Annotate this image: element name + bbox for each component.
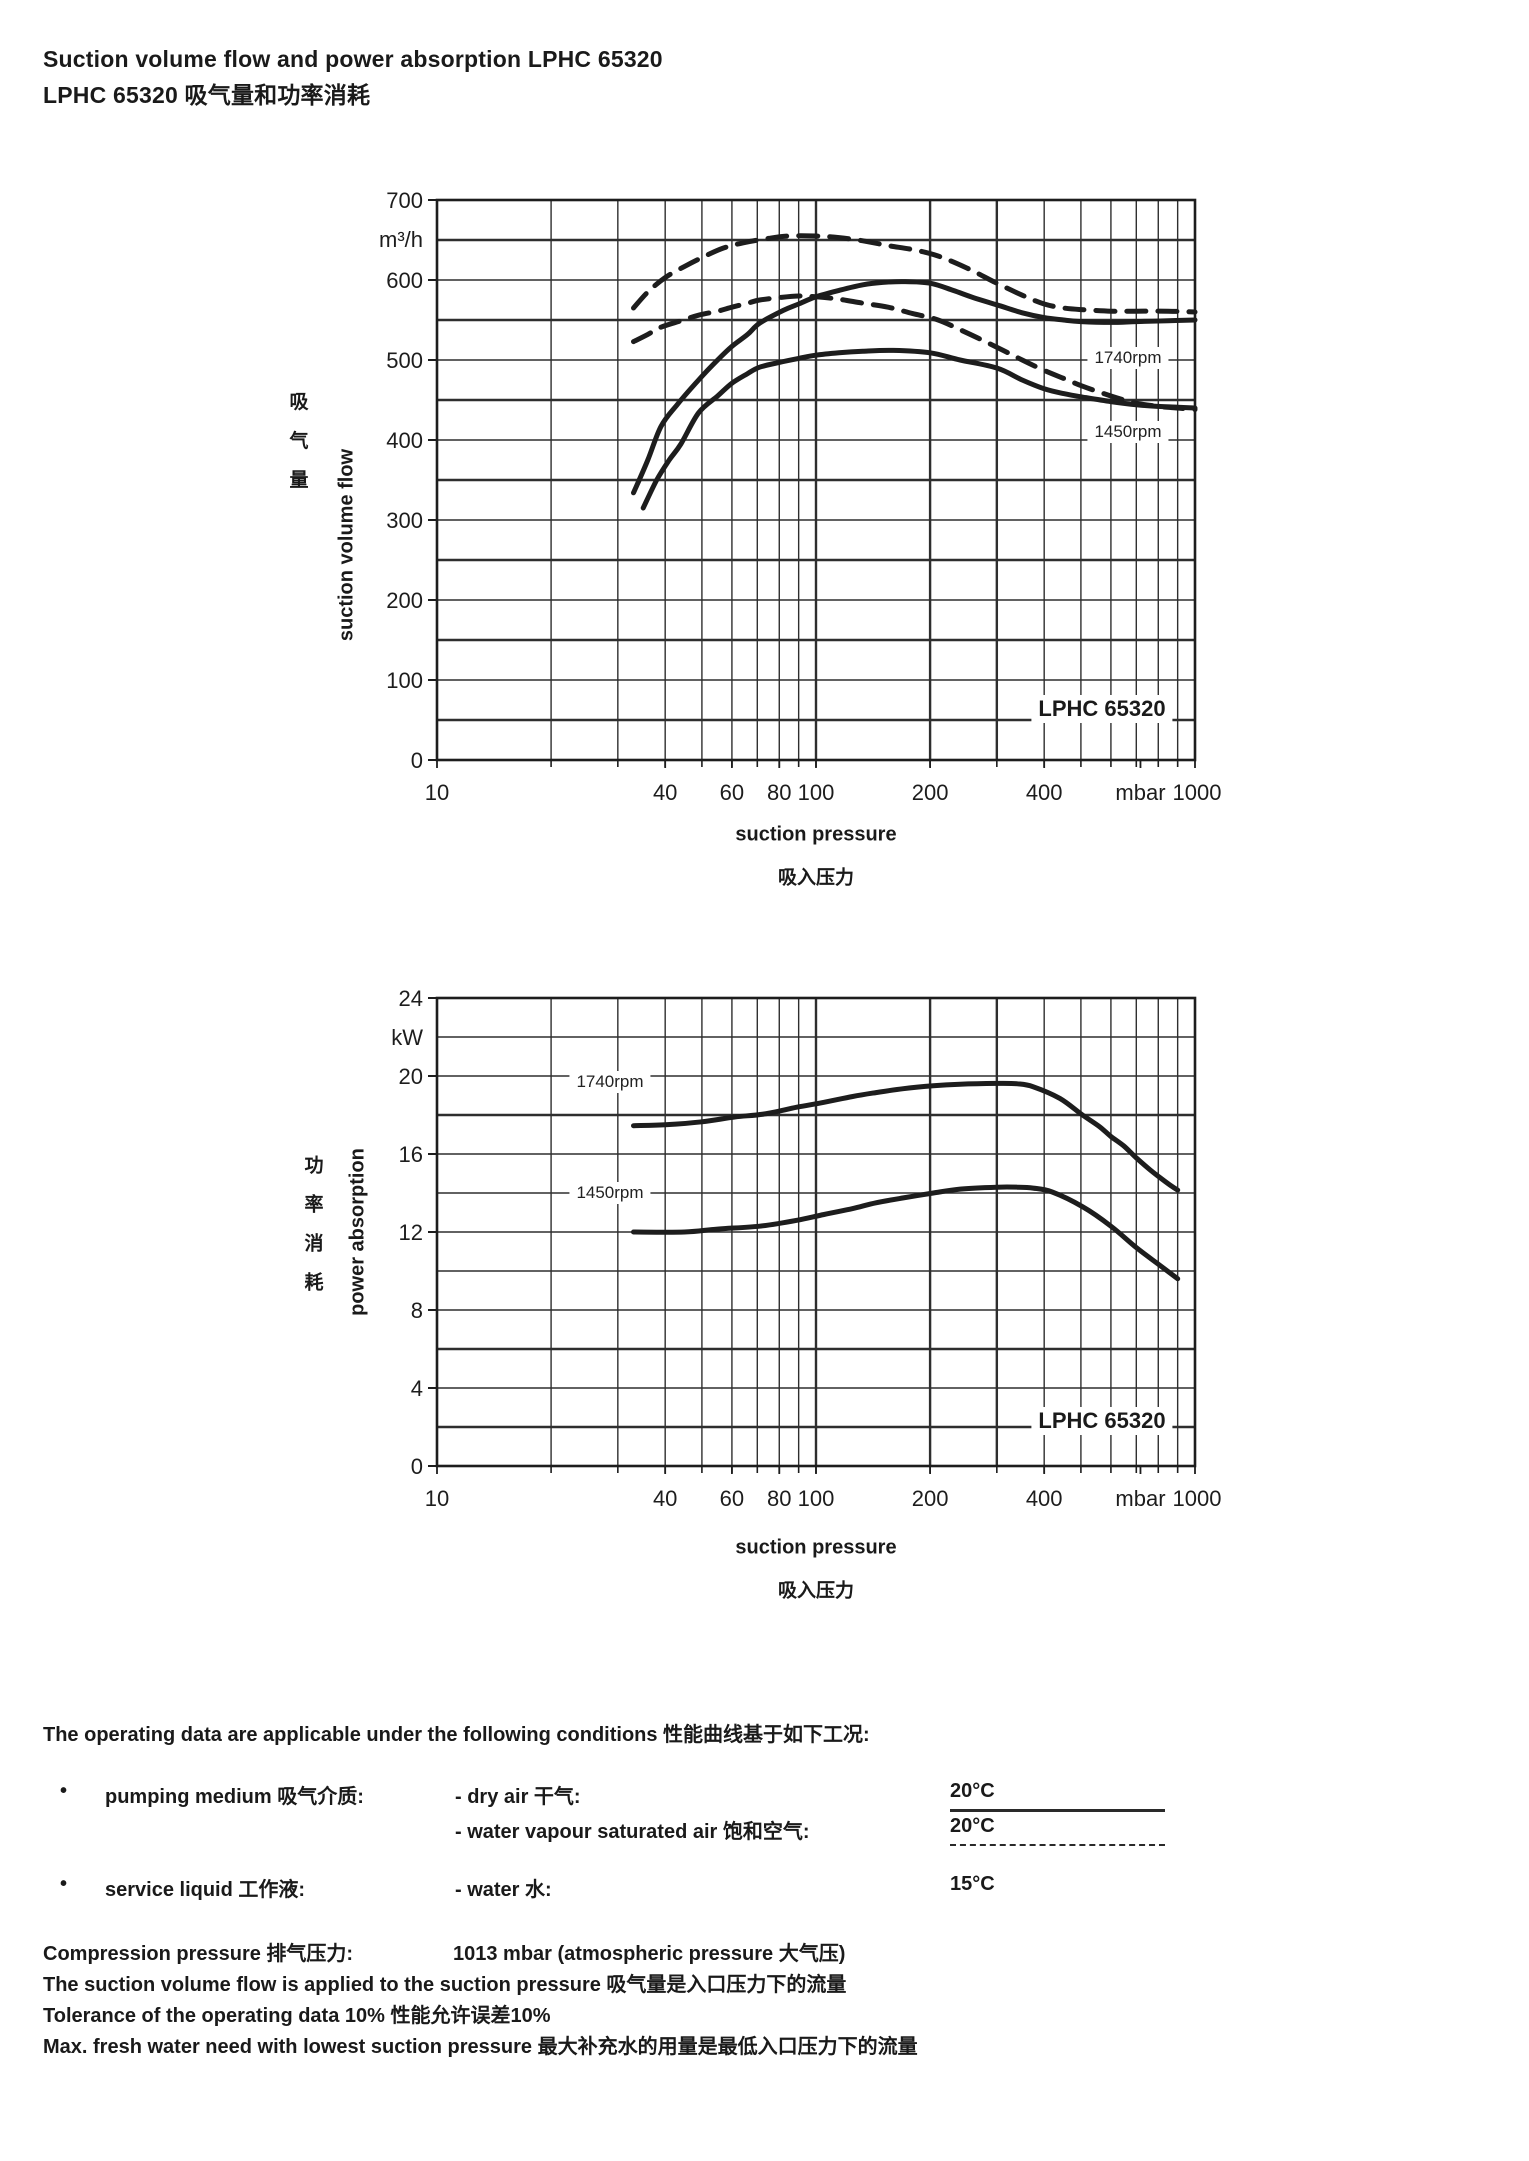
chart2-x-axis-title: suction pressure xyxy=(735,1536,897,1559)
model-label: LPHC 65320 xyxy=(1031,695,1173,723)
footer-note-tolerance: Tolerance of the operating data 10% 性能允许… xyxy=(43,2005,551,2027)
x-tick-label: 10 xyxy=(425,780,449,805)
x-tick-label: 100 xyxy=(798,1486,835,1511)
saturated-air-temperature: 20°C xyxy=(950,1815,995,1837)
y-tick-label: 12 xyxy=(399,1220,423,1245)
x-tick-label: 40 xyxy=(653,1486,677,1511)
chart2-y-axis-title: power absorption xyxy=(346,1148,369,1316)
y-tick-label: 400 xyxy=(386,428,423,453)
y-tick-label: 8 xyxy=(411,1298,423,1323)
x-tick-label: mbar xyxy=(1115,1486,1165,1511)
chart2-y-axis-title-zh: 功率消耗 xyxy=(301,1155,323,1311)
curve-1740rpm-dry-air xyxy=(631,279,1198,496)
x-tick-label: 400 xyxy=(1026,780,1063,805)
compression-pressure-label: Compression pressure 排气压力: xyxy=(43,1943,354,1965)
rpm-curve-label: 1740rpm xyxy=(1087,347,1169,369)
y-tick-label: 16 xyxy=(399,1142,423,1167)
saturated-air-label: - water vapour saturated air 饱和空气: xyxy=(455,1821,810,1843)
footer-note-fresh-water: Max. fresh water need with lowest suctio… xyxy=(43,2036,918,2058)
x-tick-label: 60 xyxy=(720,780,744,805)
dry-air-label: - dry air 干气: xyxy=(455,1786,581,1808)
x-tick-label: 1000 xyxy=(1172,780,1221,805)
y-tick-label: 200 xyxy=(386,588,423,613)
y-tick-label: 0 xyxy=(411,748,423,773)
x-tick-label: 400 xyxy=(1026,1486,1063,1511)
chart1-x-axis-title-zh: 吸入压力 xyxy=(777,867,855,889)
compression-pressure-value: 1013 mbar (atmospheric pressure 大气压) xyxy=(453,1943,846,1965)
y-tick-label: 700 xyxy=(386,188,423,213)
y-tick-label: 24 xyxy=(399,986,423,1011)
curve-1450rpm xyxy=(631,1184,1181,1282)
x-tick-label: 60 xyxy=(720,1486,744,1511)
water-temperature: 15°C xyxy=(950,1873,995,1895)
chart1-y-axis-title-zh: 吸气量 xyxy=(286,391,308,509)
y-tick-label: 500 xyxy=(386,348,423,373)
chart2-x-axis-title-zh: 吸入压力 xyxy=(777,1580,855,1602)
y-axis-unit: m³/h xyxy=(379,227,423,252)
water-label: - water 水: xyxy=(455,1879,552,1901)
rpm-curve-label: 1450rpm xyxy=(1087,421,1169,443)
curve-1740rpm-saturated-air xyxy=(631,233,1198,315)
x-tick-label: 100 xyxy=(798,780,835,805)
y-tick-label: 20 xyxy=(399,1064,423,1089)
conditions-heading: The operating data are applicable under … xyxy=(43,1724,870,1746)
curve-1450rpm-saturated-air xyxy=(631,293,1198,413)
curve-1450rpm-dry-air xyxy=(640,347,1198,511)
y-tick-label: 300 xyxy=(386,508,423,533)
dashed-curve-legend-line xyxy=(950,1844,1165,1846)
x-tick-label: 40 xyxy=(653,780,677,805)
bullet-icon: • xyxy=(60,1780,68,1802)
x-tick-label: 1000 xyxy=(1172,1486,1221,1511)
x-tick-label: 200 xyxy=(912,1486,949,1511)
model-label: LPHC 65320 xyxy=(1031,1407,1173,1435)
y-axis-unit: kW xyxy=(391,1025,423,1050)
page-title-zh: LPHC 65320 吸气量和功率消耗 xyxy=(43,82,371,108)
x-tick-label: 80 xyxy=(767,780,791,805)
footer-note-suction-flow: The suction volume flow is applied to th… xyxy=(43,1974,847,1996)
rpm-curve-label: 1740rpm xyxy=(569,1071,651,1093)
dry-air-temperature: 20°C xyxy=(950,1780,995,1802)
solid-curve-legend-line xyxy=(950,1809,1165,1812)
x-tick-label: 10 xyxy=(425,1486,449,1511)
x-tick-label: 80 xyxy=(767,1486,791,1511)
y-tick-label: 100 xyxy=(386,668,423,693)
y-tick-label: 600 xyxy=(386,268,423,293)
chart1-x-axis-title: suction pressure xyxy=(735,823,897,846)
curve-1740rpm xyxy=(631,1080,1181,1193)
chart1-y-axis-title: suction volume flow xyxy=(335,448,358,642)
service-liquid-label: service liquid 工作液: xyxy=(105,1879,306,1901)
rpm-curve-label: 1450rpm xyxy=(569,1182,651,1204)
pumping-medium-label: pumping medium 吸气介质: xyxy=(105,1786,364,1808)
page-title-en: Suction volume flow and power absorption… xyxy=(43,46,663,72)
y-tick-label: 0 xyxy=(411,1454,423,1479)
x-tick-label: 200 xyxy=(912,780,949,805)
x-tick-label: mbar xyxy=(1115,780,1165,805)
y-tick-label: 4 xyxy=(411,1376,423,1401)
bullet-icon: • xyxy=(60,1873,68,1895)
